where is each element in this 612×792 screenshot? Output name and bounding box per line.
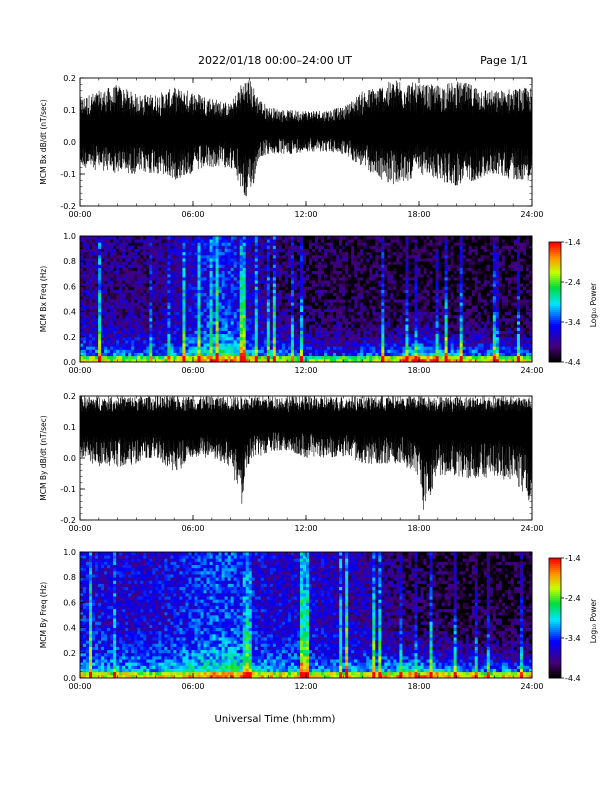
y-tick-label: 0.6 — [63, 282, 76, 291]
y-tick-label: 0.2 — [63, 333, 76, 342]
x-tick-label: 18:00 — [407, 366, 430, 375]
colorbar-tick-label: -3.4 — [565, 318, 581, 327]
y-tick-label: 1.0 — [63, 232, 76, 241]
y-tick-label: 0.2 — [63, 392, 76, 401]
x-tick-label: 24:00 — [520, 210, 543, 219]
colorbar: -1.4 -2.4 -3.4 -4.4 Log₁₀ Power — [548, 554, 598, 683]
y-axis-label: MCM Bx dB/dt (nT/sec) — [39, 99, 48, 184]
y-tick-label: -0.2 — [60, 516, 76, 525]
panel-2: -1.4 -2.4 -3.4 -4.4 Log₁₀ Power 00:00 06:00 12:… — [39, 232, 598, 375]
x-tick-label: 12:00 — [294, 210, 317, 219]
panel-1: 00:00 06:00 12:00 18:00 24:00 -0.2 -0.1 0.0 0.1 0… — [39, 74, 544, 219]
x-tick-label: 00:00 — [68, 366, 91, 375]
x-tick-label: 24:00 — [520, 682, 543, 691]
x-tick-label: 18:00 — [407, 524, 430, 533]
y-axis-label: MCM By dB/dt (nT/sec) — [39, 415, 48, 500]
panel-4: -1.4 -2.4 -3.4 -4.4 Log₁₀ Power 00:00 06:00 12:… — [39, 548, 598, 691]
x-tick-label: 24:00 — [520, 524, 543, 533]
colorbar-tick-label: -4.4 — [565, 358, 581, 367]
y-tick-label: 0.2 — [63, 74, 76, 83]
spectrogram-image — [80, 236, 533, 363]
figure-title: 2022/01/18 00:00–24:00 UT — [198, 54, 352, 67]
x-tick-label: 00:00 — [68, 524, 91, 533]
x-tick-label: 12:00 — [294, 366, 317, 375]
y-tick-label: -0.2 — [60, 202, 76, 211]
x-tick-label: 00:00 — [68, 210, 91, 219]
colorbar-tick-label: -1.4 — [565, 238, 581, 247]
y-tick-label: 0.1 — [63, 106, 76, 115]
y-tick-label: 0.4 — [63, 308, 76, 317]
x-tick-label: 06:00 — [181, 210, 204, 219]
y-tick-label: -0.1 — [60, 170, 76, 179]
spectrogram-image — [80, 552, 533, 679]
colorbar-tick-label: -3.4 — [565, 634, 581, 643]
y-tick-label: 0.0 — [63, 674, 76, 683]
waveform-trace — [80, 396, 532, 510]
x-tick-label: 24:00 — [520, 366, 543, 375]
y-tick-label: 0.6 — [63, 598, 76, 607]
y-tick-label: 0.4 — [63, 624, 76, 633]
y-tick-label: -0.1 — [60, 485, 76, 494]
colorbar-label: Log₁₀ Power — [589, 598, 598, 643]
page-number: Page 1/1 — [480, 54, 528, 67]
colorbar-label: Log₁₀ Power — [589, 282, 598, 327]
x-tick-label: 12:00 — [294, 682, 317, 691]
y-tick-label: 0.0 — [63, 358, 76, 367]
y-tick-label: 0.2 — [63, 649, 76, 658]
y-tick-label: 1.0 — [63, 548, 76, 557]
waveform-trace — [80, 80, 532, 197]
y-tick-label: 0.1 — [63, 423, 76, 432]
x-tick-label: 18:00 — [407, 210, 430, 219]
y-tick-label: 0.0 — [63, 454, 76, 463]
x-tick-label: 06:00 — [181, 682, 204, 691]
colorbar-tick-label: -2.4 — [565, 594, 581, 603]
y-axis-label: MCM By Freq (Hz) — [39, 582, 48, 648]
y-tick-label: 0.0 — [63, 138, 76, 147]
x-tick-label: 00:00 — [68, 682, 91, 691]
colorbar-tick-label: -2.4 — [565, 278, 581, 287]
y-tick-label: 0.8 — [63, 257, 76, 266]
colorbar-tick-label: -4.4 — [565, 674, 581, 683]
panel-3: 00:00 06:00 12:00 18:00 24:00 -0.2 -0.1 0.0 0.1 0… — [39, 392, 544, 533]
panels: 00:00 06:00 12:00 18:00 24:00 -0.2 -0.1 0.0 0.1 0… — [39, 74, 598, 691]
y-axis-label: MCM Bx Freq (Hz) — [39, 266, 48, 332]
x-tick-label: 06:00 — [181, 366, 204, 375]
x-tick-label: 06:00 — [181, 524, 204, 533]
colorbar-tick-label: -1.4 — [565, 554, 581, 563]
x-tick-label: 12:00 — [294, 524, 317, 533]
x-tick-label: 18:00 — [407, 682, 430, 691]
colorbar: -1.4 -2.4 -3.4 -4.4 Log₁₀ Power — [548, 238, 598, 367]
y-tick-label: 0.8 — [63, 573, 76, 582]
x-axis-label: Universal Time (hh:mm) — [215, 714, 336, 725]
